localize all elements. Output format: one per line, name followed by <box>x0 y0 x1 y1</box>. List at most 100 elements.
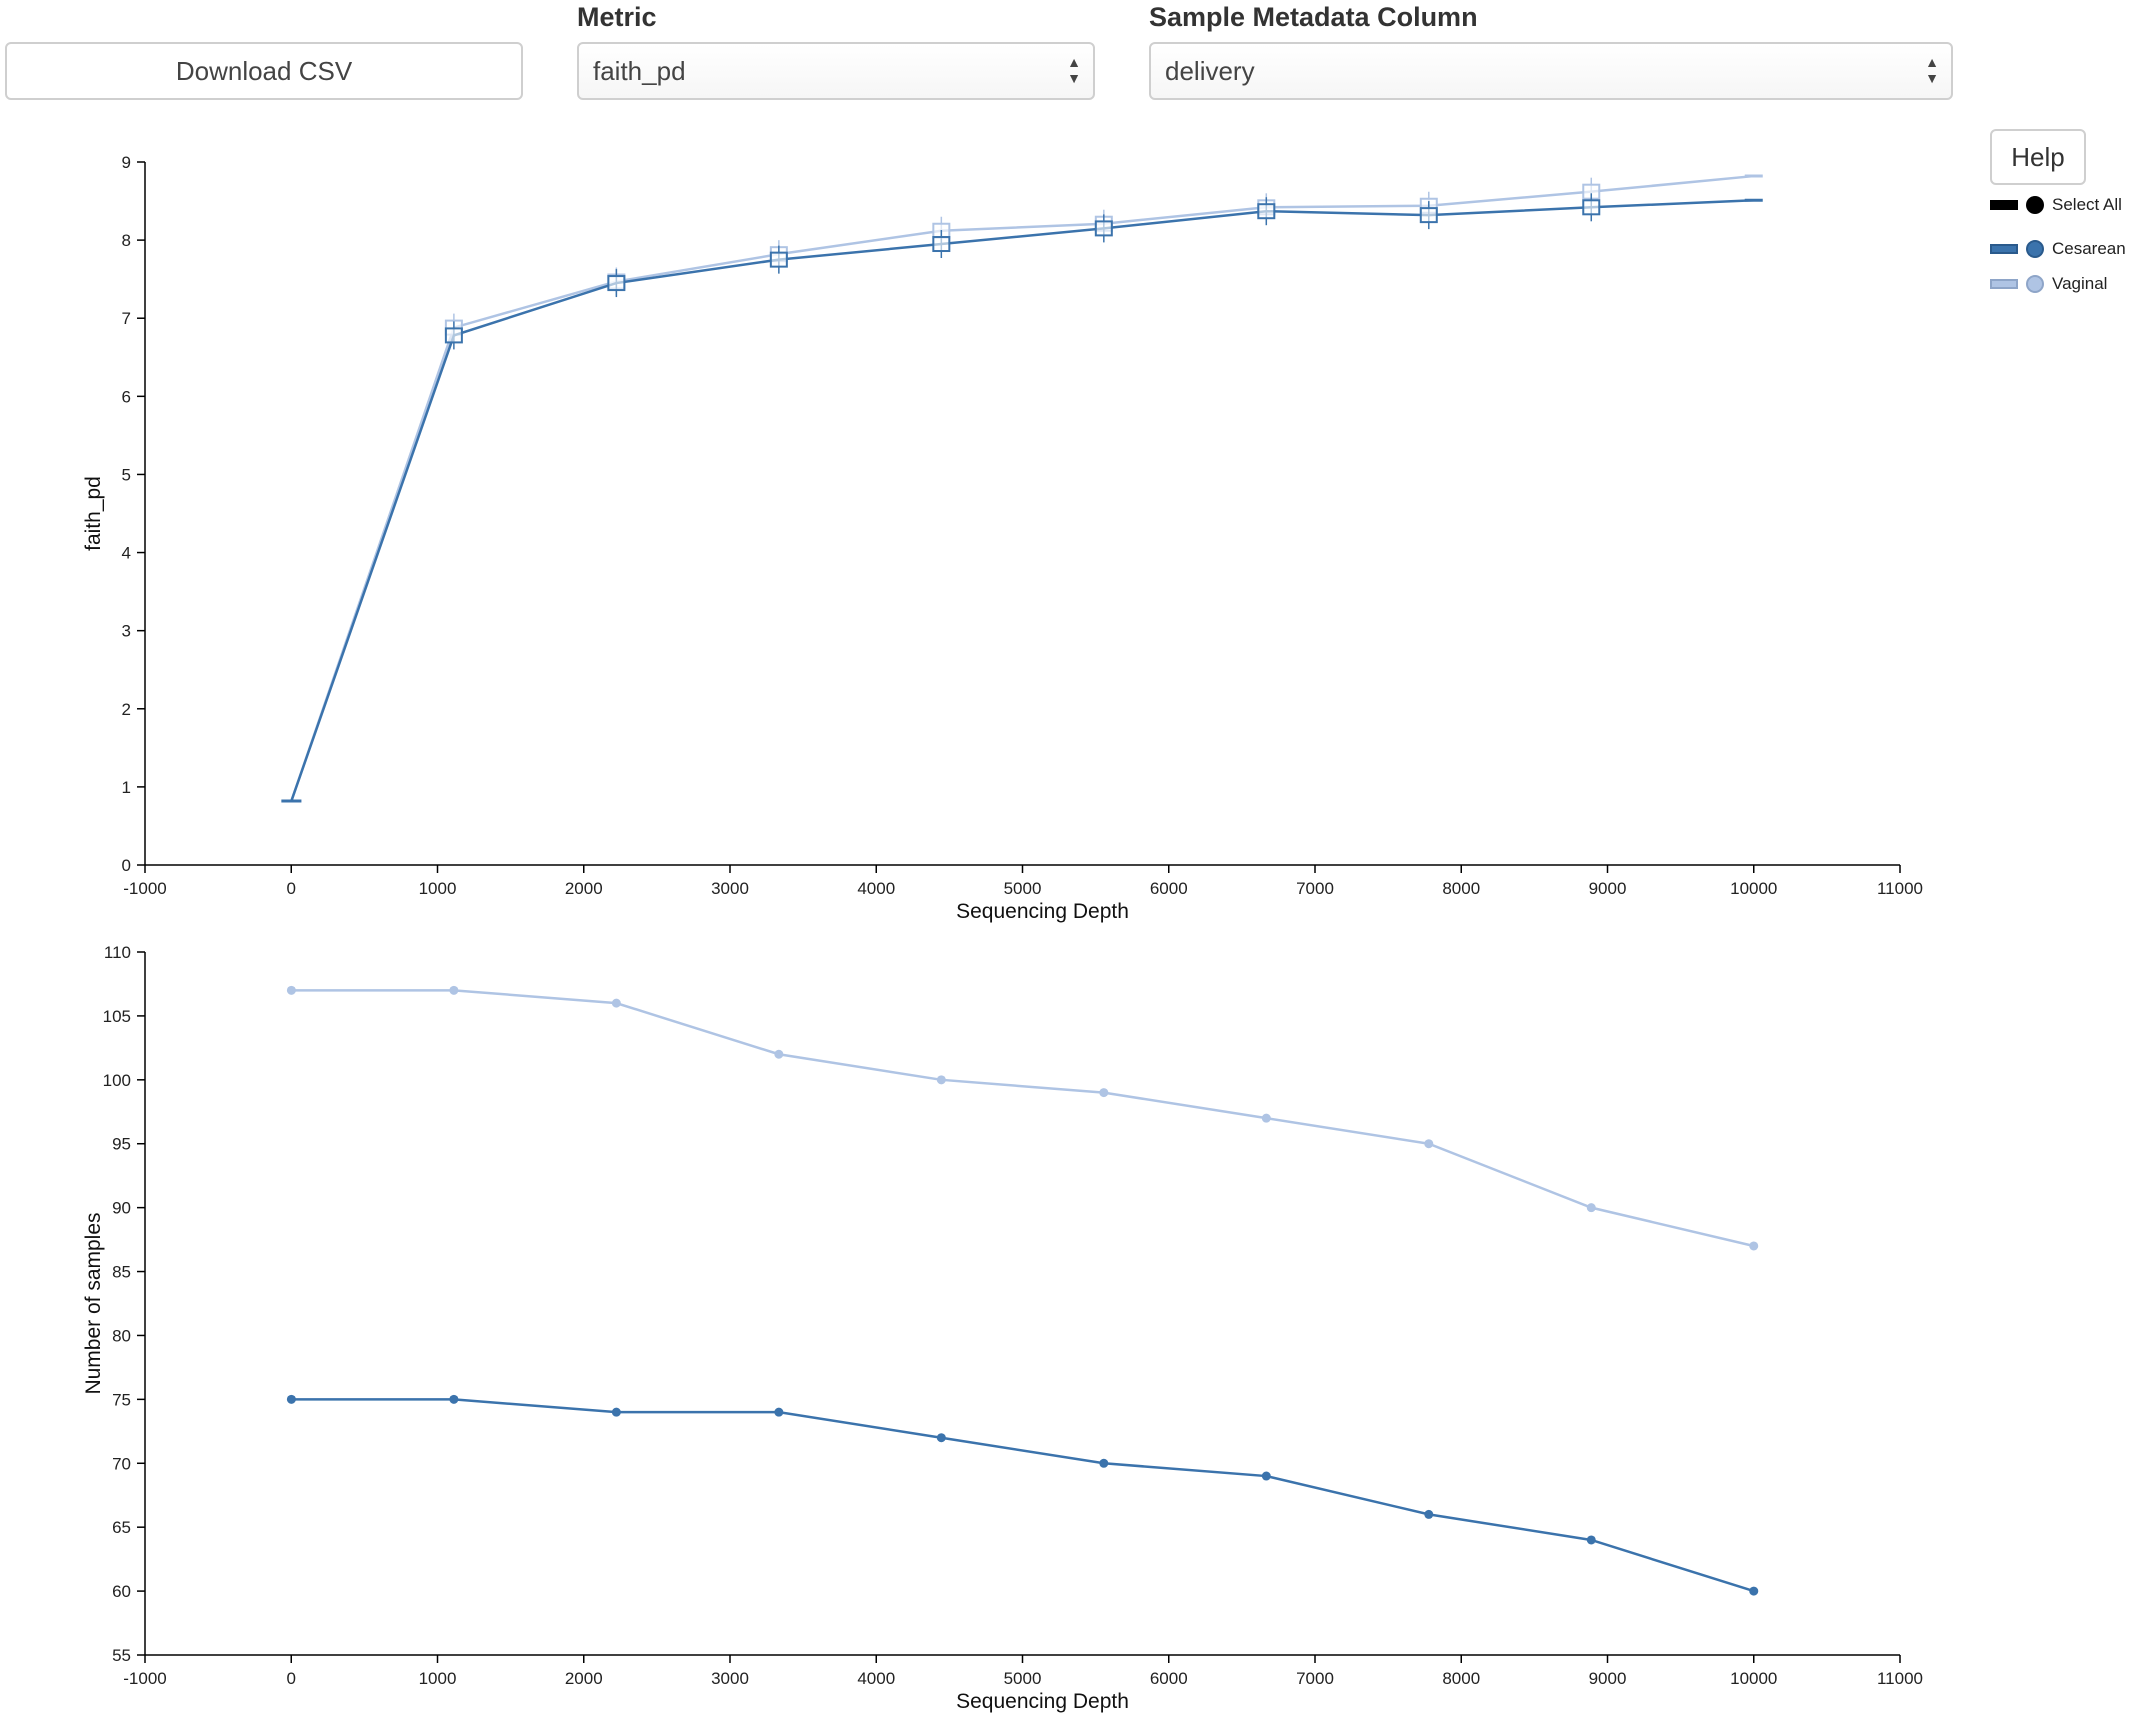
bottom-vaginal-point <box>1749 1241 1759 1251</box>
bottom-cesarean-point <box>1099 1458 1109 1468</box>
bottom-x-tick-label: 7000 <box>1296 1669 1334 1688</box>
bottom-vaginal-point <box>1099 1088 1109 1098</box>
bottom-y-tick-label: 65 <box>112 1518 131 1537</box>
top-cesarean-box <box>769 251 788 268</box>
bottom-x-tick-label: 10000 <box>1730 1669 1777 1688</box>
bottom-y-tick-label: 100 <box>103 1071 131 1090</box>
metric-label: Metric <box>577 2 657 32</box>
bottom-y-tick-label: 60 <box>112 1582 131 1601</box>
bottom-cesarean-point <box>936 1433 946 1443</box>
legend-item-vaginal[interactable]: Vaginal <box>1990 270 2107 298</box>
top-x-tick-label: 11000 <box>1877 879 1923 898</box>
bottom-x-tick-label: 4000 <box>857 1669 895 1688</box>
bottom-vaginal-line <box>291 989 1755 1248</box>
bottom-y-tick-label: 95 <box>112 1135 131 1154</box>
arrow-down-icon: ▼ <box>1925 70 1939 86</box>
top-x-tick-label: -1000 <box>123 879 166 898</box>
top-cesarean-line <box>290 199 1754 802</box>
bottom-cesarean-point <box>1586 1535 1596 1545</box>
vaginal-line-swatch <box>1990 279 2018 289</box>
vaginal-dot-icon <box>2026 275 2044 293</box>
top-cesarean-box <box>1257 203 1276 220</box>
bottom-y-axis-title: Number of samples <box>82 1212 105 1394</box>
bottom-y-tick-label: 75 <box>112 1390 131 1409</box>
bottom-x-tick-label: 6000 <box>1150 1669 1188 1688</box>
bottom-x-tick-label: 2000 <box>565 1669 603 1688</box>
top-x-tick-label: 3000 <box>711 879 749 898</box>
top-x-tick-label: 5000 <box>1004 879 1042 898</box>
top-x-tick-label: 0 <box>287 879 296 898</box>
metric-select[interactable]: faith_pd ▲ ▼ <box>577 42 1095 100</box>
top-cesarean-box <box>1419 207 1438 224</box>
metric-select-value: faith_pd <box>593 55 686 86</box>
legend-cesarean-label: Cesarean <box>2052 239 2126 258</box>
top-y-tick-label: 0 <box>122 856 131 875</box>
bottom-vaginal-point <box>1424 1139 1434 1149</box>
cesarean-dot-icon <box>2026 240 2044 258</box>
bottom-y-tick-label: 55 <box>112 1646 131 1665</box>
bottom-vaginal-point <box>286 985 296 995</box>
legend-select-all[interactable]: Select All <box>1990 191 2122 219</box>
bottom-x-tick-label: 5000 <box>1004 1669 1042 1688</box>
top-vaginal-line <box>290 174 1754 802</box>
arrow-up-icon: ▲ <box>1925 54 1939 70</box>
legend-select-all-label: Select All <box>2052 195 2122 214</box>
top-x-tick-label: 6000 <box>1150 879 1188 898</box>
bottom-cesarean-point <box>449 1394 459 1404</box>
bottom-cesarean-point <box>286 1394 296 1404</box>
top-x-tick-label: 9000 <box>1589 879 1627 898</box>
top-y-tick-label: 1 <box>122 778 131 797</box>
top-x-axis-title: Sequencing Depth <box>956 900 1129 923</box>
top-x-tick-label: 7000 <box>1296 879 1334 898</box>
legend-item-cesarean[interactable]: Cesarean <box>1990 235 2126 263</box>
download-csv-button[interactable]: Download CSV <box>5 42 523 100</box>
faith-pd-rarefaction-chart: 0 1 2 3 4 5 6 7 8 9 -1000 0 1000 2000 3000 4000 5000 6000… <box>82 153 1923 923</box>
bottom-vaginal-point <box>774 1049 784 1059</box>
bottom-cesarean-line <box>291 1398 1755 1593</box>
bottom-x-tick-label: 1000 <box>419 1669 457 1688</box>
cesarean-line-swatch <box>1990 244 2018 254</box>
bottom-cesarean-point <box>1261 1471 1271 1481</box>
top-y-tick-label: 5 <box>122 465 131 484</box>
select-all-line-swatch <box>1990 200 2018 210</box>
help-button[interactable]: Help <box>1990 129 2086 185</box>
bottom-vaginal-point <box>1261 1113 1271 1123</box>
bottom-y-tick-label: 90 <box>112 1199 131 1218</box>
bottom-cesarean-point <box>1749 1586 1759 1596</box>
metadata-column-select[interactable]: delivery ▲ ▼ <box>1149 42 1953 100</box>
bottom-vaginal-point <box>936 1075 946 1085</box>
arrow-down-icon: ▼ <box>1067 70 1081 86</box>
top-x-tick-label: 2000 <box>565 879 603 898</box>
bottom-y-tick-label: 110 <box>104 943 131 962</box>
bottom-cesarean-point <box>774 1407 784 1417</box>
top-y-axis-title: faith_pd <box>82 476 105 551</box>
bottom-y-tick-label: 80 <box>112 1326 131 1345</box>
top-y-tick-label: 7 <box>122 309 131 328</box>
top-cesarean-box <box>1094 220 1113 237</box>
top-cesarean-box <box>932 236 951 253</box>
top-x-tick-label: 8000 <box>1442 879 1480 898</box>
top-y-tick-label: 9 <box>122 153 131 172</box>
bottom-cesarean-point <box>1424 1509 1434 1519</box>
bottom-y-tick-label: 85 <box>112 1263 131 1282</box>
top-y-tick-label: 4 <box>122 544 131 563</box>
metadata-select-value: delivery <box>1165 55 1255 86</box>
select-arrows-icon: ▲ ▼ <box>1067 54 1081 86</box>
bottom-vaginal-point <box>449 985 459 995</box>
bottom-x-tick-label: 8000 <box>1442 1669 1480 1688</box>
bottom-x-tick-label: 3000 <box>711 1669 749 1688</box>
bottom-x-tick-label: 9000 <box>1589 1669 1627 1688</box>
select-arrows-icon: ▲ ▼ <box>1925 54 1939 86</box>
bottom-vaginal-point <box>1586 1203 1596 1213</box>
bottom-cesarean-point <box>611 1407 621 1417</box>
bottom-y-tick-label: 105 <box>103 1007 131 1026</box>
top-cesarean-box <box>1582 199 1601 216</box>
bottom-vaginal-point <box>611 998 621 1008</box>
top-y-tick-label: 6 <box>122 387 131 406</box>
bottom-x-axis-title: Sequencing Depth <box>956 1690 1129 1713</box>
legend-vaginal-label: Vaginal <box>2052 274 2108 293</box>
top-y-tick-label: 2 <box>122 700 131 719</box>
samples-count-chart: 55 60 65 70 75 80 85 90 95 100 105 110 -1000 0 1000 200… <box>82 943 1923 1713</box>
top-cesarean-box <box>444 327 463 344</box>
top-x-tick-label: 1000 <box>419 879 457 898</box>
